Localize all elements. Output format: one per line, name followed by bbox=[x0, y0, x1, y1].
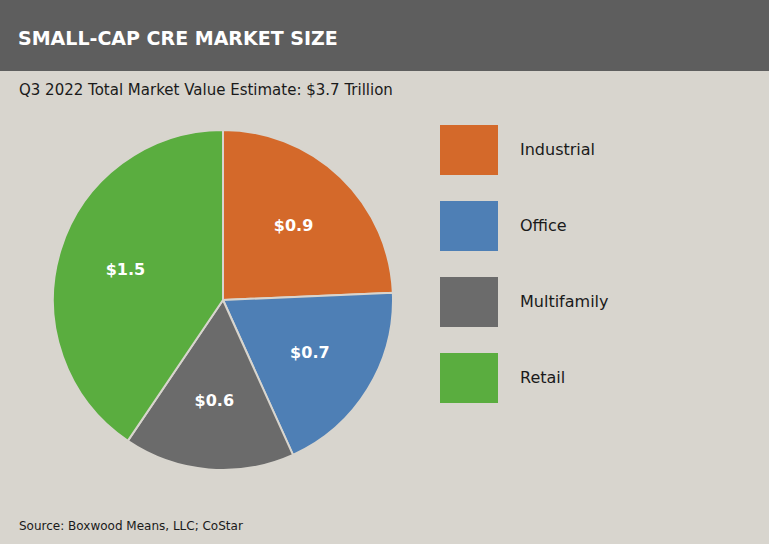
data-label: $0.6 bbox=[195, 391, 234, 410]
slice bbox=[223, 130, 393, 300]
legend-swatch bbox=[440, 353, 498, 403]
legend-swatch bbox=[440, 277, 498, 327]
legend-swatch bbox=[440, 125, 498, 175]
header-bar bbox=[0, 0, 769, 71]
legend-label: Multifamily bbox=[520, 292, 609, 311]
chart: SMALL-CAP CRE MARKET SIZE Q3 2022 Total M… bbox=[0, 0, 769, 544]
background bbox=[0, 0, 769, 544]
data-label: $0.7 bbox=[290, 343, 329, 362]
legend-label: Industrial bbox=[520, 140, 595, 159]
subtitle: Q3 2022 Total Market Value Estimate: $3.… bbox=[19, 81, 393, 99]
title: SMALL-CAP CRE MARKET SIZE bbox=[18, 27, 338, 49]
legend-label: Office bbox=[520, 216, 567, 235]
source: Source: Boxwood Means, LLC; CoStar bbox=[19, 519, 243, 533]
legend-label: Retail bbox=[520, 368, 565, 387]
data-label: $1.5 bbox=[106, 260, 145, 279]
legend: Industrial Office Multifamily Retail bbox=[440, 125, 609, 403]
legend-swatch bbox=[440, 201, 498, 251]
data-label: $0.9 bbox=[274, 216, 313, 235]
pie bbox=[53, 130, 393, 470]
slice-labels: $0.9 $0.7 $0.6 $1.5 bbox=[106, 216, 330, 410]
